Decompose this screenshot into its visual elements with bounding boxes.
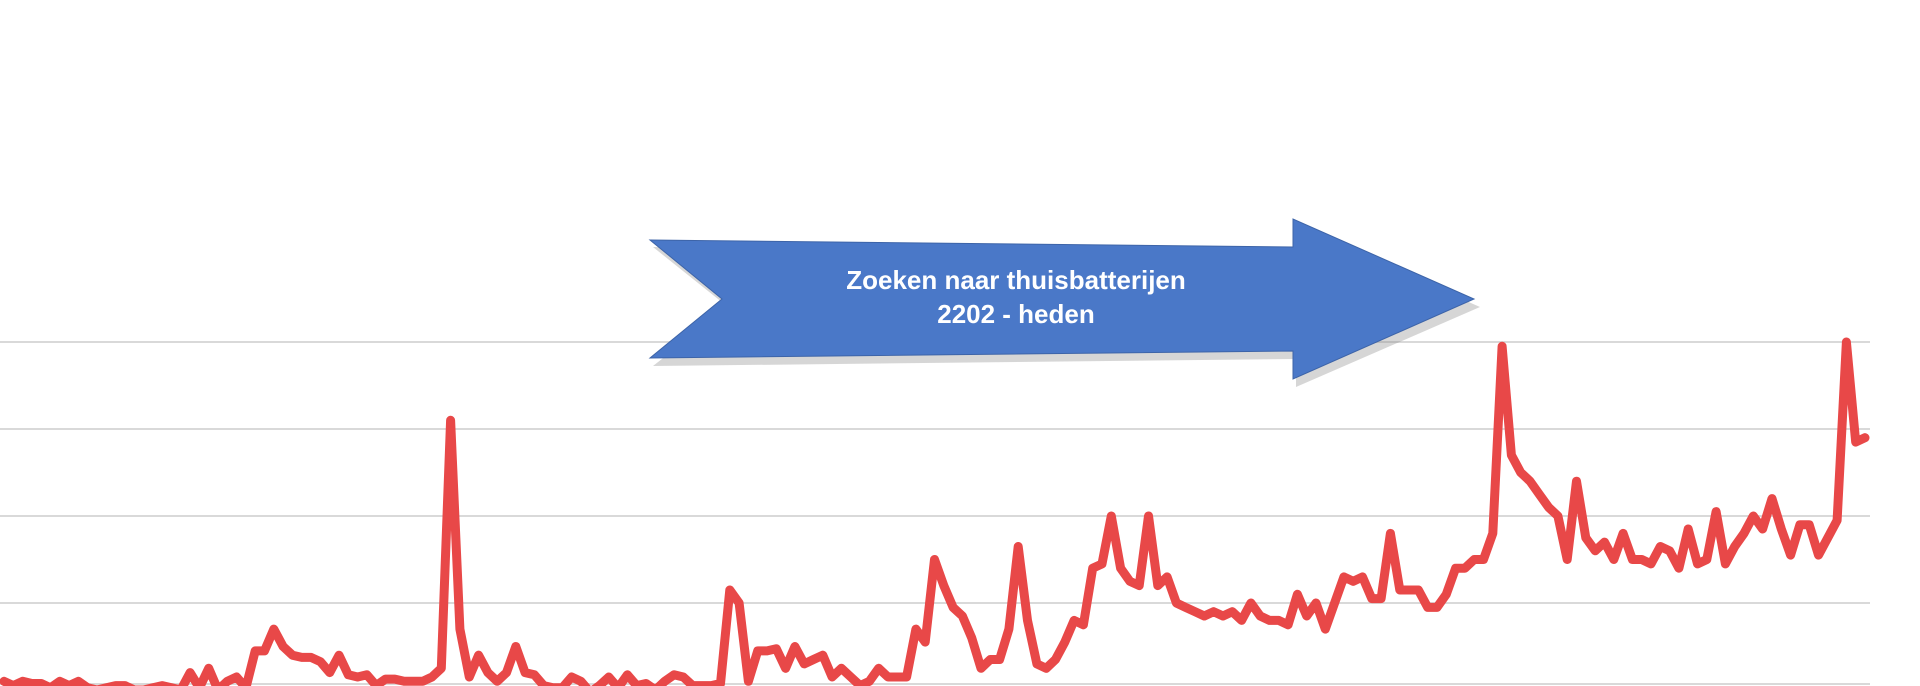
annotation-text-line1: Zoeken naar thuisbatterijen: [846, 265, 1186, 295]
annotation-arrow: Zoeken naar thuisbatterijen 2202 - heden: [648, 218, 1480, 387]
series-line-search-interest: [0, 337, 1870, 686]
annotation-text-line2: 2202 - heden: [937, 299, 1095, 329]
annotation-arrow-shape: [648, 218, 1476, 380]
data-points: [3, 341, 1866, 686]
